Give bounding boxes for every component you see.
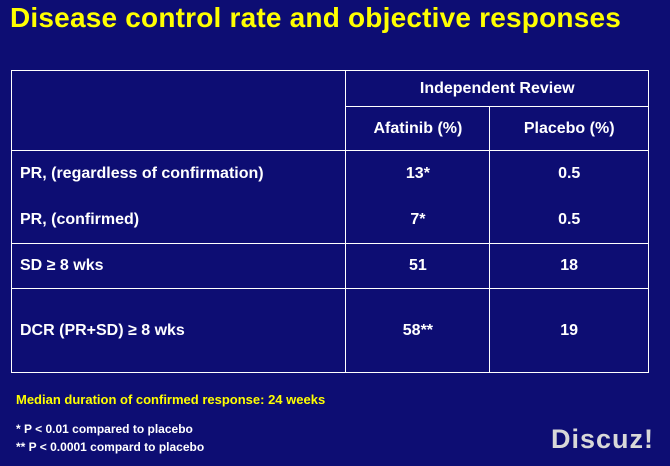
median-duration-note: Median duration of confirmed response: 2… xyxy=(16,392,326,407)
footnote-double-star: ** P < 0.0001 compard to placebo xyxy=(16,440,205,454)
independent-review-header: Independent Review xyxy=(345,70,649,107)
table-row-dcr: DCR (PR+SD) ≥ 8 wks 58** 19 xyxy=(10,288,649,373)
results-table: Independent Review Afatinib (%) Placebo … xyxy=(10,70,649,373)
row-label-dcr: DCR (PR+SD) ≥ 8 wks xyxy=(10,288,347,373)
table-row-pr: PR, (regardless of confirmation) PR, (co… xyxy=(10,150,649,244)
empty-corner-cell xyxy=(10,70,347,151)
placebo-column-header: Placebo (%) xyxy=(489,106,649,151)
table-header-row: Independent Review xyxy=(10,70,649,151)
row-label-pr-unconfirmed: PR, (regardless of confirmation) xyxy=(20,165,264,182)
pr-placebo-cell: 0.5 0.5 xyxy=(489,150,649,244)
table-subheader-row: Afatinib (%) Placebo (%) xyxy=(12,106,649,151)
value-pr-confirmed-afatinib: 7* xyxy=(410,211,426,228)
footnote-single-star: * P < 0.01 compared to placebo xyxy=(16,422,193,436)
value-sd-afatinib: 51 xyxy=(345,243,491,289)
row-label-sd: SD ≥ 8 wks xyxy=(10,243,347,289)
value-dcr-placebo: 19 xyxy=(489,288,649,373)
value-pr-unconfirmed-placebo: 0.5 xyxy=(558,165,581,182)
row-label-pr-confirmed: PR, (confirmed) xyxy=(20,211,140,228)
value-sd-placebo: 18 xyxy=(489,243,649,289)
value-pr-confirmed-placebo: 0.5 xyxy=(558,211,581,228)
table-row-sd: SD ≥ 8 wks 51 18 xyxy=(10,243,649,289)
pr-afatinib-cell: 13* 7* xyxy=(345,150,491,244)
value-dcr-afatinib: 58** xyxy=(345,288,491,373)
slide-title: Disease control rate and objective respo… xyxy=(10,2,622,33)
pr-labels-cell: PR, (regardless of confirmation) PR, (co… xyxy=(10,150,347,244)
afatinib-column-header: Afatinib (%) xyxy=(345,106,491,151)
watermark-logo: Discuz! xyxy=(550,424,654,454)
value-pr-unconfirmed-afatinib: 13* xyxy=(405,165,430,182)
